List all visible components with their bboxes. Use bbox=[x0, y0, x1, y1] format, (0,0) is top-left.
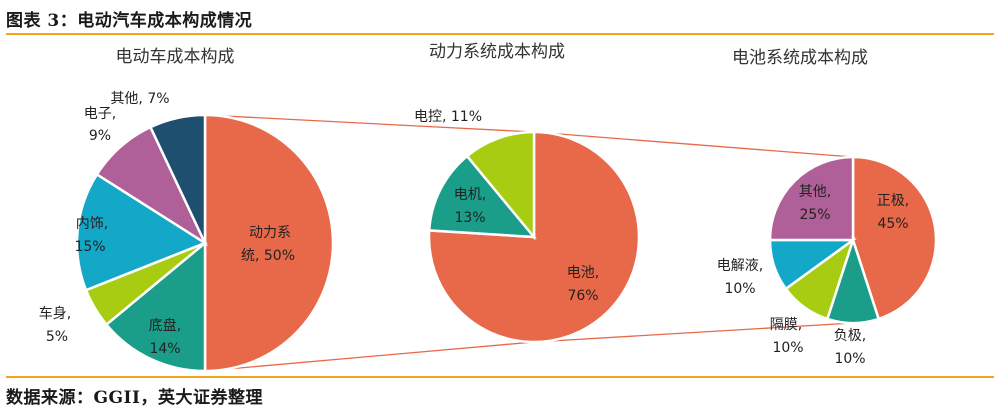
data-label: 电子, bbox=[84, 106, 116, 122]
pie-slice bbox=[427, 130, 641, 344]
data-label: 底盘, bbox=[149, 317, 181, 334]
pie-slice bbox=[851, 155, 938, 321]
connector-line bbox=[204, 341, 535, 372]
connector-line bbox=[204, 114, 535, 133]
data-label: 15% bbox=[74, 239, 105, 255]
data-label: 统, 50% bbox=[241, 248, 295, 264]
data-label: 9% bbox=[89, 128, 111, 144]
data-label: 负极, bbox=[834, 328, 866, 344]
data-label: 其他, bbox=[799, 184, 831, 200]
data-label: 隔膜, bbox=[770, 317, 802, 333]
connector-line bbox=[533, 131, 854, 158]
data-label: 正极, bbox=[877, 193, 909, 209]
data-label: 14% bbox=[149, 341, 180, 357]
figure-title: 图表 3：电动汽车成本构成情况 bbox=[6, 11, 253, 31]
data-label: 电机, bbox=[454, 187, 486, 203]
data-label: 动力系 bbox=[249, 225, 291, 241]
data-label: 车身, bbox=[39, 305, 71, 322]
data-label: 10% bbox=[724, 281, 755, 297]
connector-line bbox=[533, 322, 854, 343]
title-rule bbox=[6, 33, 994, 35]
pie-slice bbox=[427, 154, 537, 239]
pie-slice bbox=[104, 240, 207, 373]
pie-title: 电池系统成本构成 bbox=[732, 48, 868, 68]
data-label: 76% bbox=[567, 288, 598, 304]
data-label: 5% bbox=[46, 329, 68, 345]
pie-slice bbox=[203, 113, 335, 373]
data-label: 10% bbox=[834, 351, 865, 367]
data-label: 13% bbox=[454, 210, 485, 226]
data-label: 25% bbox=[799, 207, 830, 223]
data-label: 电控, 11% bbox=[414, 109, 482, 125]
source-rule bbox=[6, 376, 994, 378]
pie-slice bbox=[148, 113, 207, 244]
data-label: 45% bbox=[877, 216, 908, 232]
pie-title: 电动车成本构成 bbox=[116, 47, 235, 67]
figure-source: 数据来源：GGII，英大证券整理 bbox=[6, 388, 263, 408]
data-label: 电解液, bbox=[717, 258, 763, 274]
pie-slice bbox=[768, 155, 855, 242]
data-label: 电池, bbox=[567, 265, 599, 281]
data-label: 10% bbox=[772, 340, 803, 356]
pie-slice bbox=[75, 172, 208, 292]
pie-title: 动力系统成本构成 bbox=[429, 42, 565, 62]
data-label: 内饰, bbox=[76, 216, 108, 232]
pie-slice bbox=[465, 130, 536, 241]
data-label: 其他, 7% bbox=[110, 91, 169, 107]
